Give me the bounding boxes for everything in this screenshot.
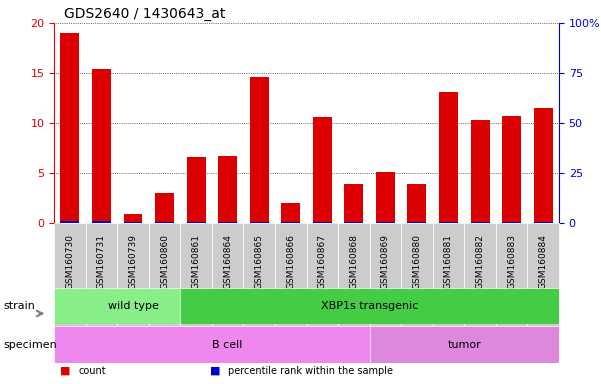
Bar [250, 77, 269, 223]
FancyBboxPatch shape [465, 223, 496, 361]
Bar [502, 222, 521, 223]
Text: B cell: B cell [212, 339, 243, 350]
Bar [180, 288, 559, 324]
Bar [54, 326, 401, 363]
Bar [60, 33, 79, 223]
Text: XBP1s transgenic: XBP1s transgenic [321, 301, 418, 311]
FancyBboxPatch shape [54, 223, 85, 361]
Text: ■: ■ [60, 366, 70, 376]
Text: GSM160864: GSM160864 [223, 234, 232, 289]
Bar [313, 117, 332, 223]
Bar [344, 184, 363, 223]
FancyBboxPatch shape [212, 223, 243, 361]
Text: GSM160882: GSM160882 [475, 234, 484, 289]
Text: GSM160730: GSM160730 [66, 234, 75, 289]
FancyBboxPatch shape [528, 223, 559, 361]
Text: GSM160883: GSM160883 [507, 234, 516, 289]
Text: GSM160869: GSM160869 [381, 234, 390, 289]
Text: GSM160881: GSM160881 [444, 234, 453, 289]
Text: GSM160868: GSM160868 [349, 234, 358, 289]
Bar [439, 92, 458, 223]
Text: tumor: tumor [447, 339, 481, 350]
Text: strain: strain [3, 301, 35, 311]
Bar [92, 221, 111, 223]
Bar [407, 184, 427, 223]
Bar [471, 222, 489, 223]
Bar [218, 222, 237, 223]
Text: GSM160860: GSM160860 [160, 234, 169, 289]
Bar [534, 222, 553, 223]
Text: GSM160867: GSM160867 [318, 234, 327, 289]
Text: GSM160880: GSM160880 [412, 234, 421, 289]
Text: GSM160884: GSM160884 [538, 234, 548, 289]
Bar [54, 288, 212, 324]
Text: specimen: specimen [3, 339, 56, 350]
Text: ■: ■ [210, 366, 221, 376]
Text: wild type: wild type [108, 301, 159, 311]
Bar [218, 156, 237, 223]
FancyBboxPatch shape [338, 223, 370, 361]
FancyBboxPatch shape [307, 223, 338, 361]
Bar [471, 120, 489, 223]
Bar [186, 157, 206, 223]
Bar [313, 222, 332, 223]
FancyBboxPatch shape [117, 223, 149, 361]
Text: percentile rank within the sample: percentile rank within the sample [228, 366, 394, 376]
Text: GSM160861: GSM160861 [192, 234, 201, 289]
Text: GSM160739: GSM160739 [129, 234, 138, 289]
FancyBboxPatch shape [275, 223, 307, 361]
Text: GSM160866: GSM160866 [286, 234, 295, 289]
Text: GSM160865: GSM160865 [255, 234, 264, 289]
Text: GSM160731: GSM160731 [97, 234, 106, 289]
FancyBboxPatch shape [401, 223, 433, 361]
Bar [124, 214, 142, 223]
Text: count: count [78, 366, 106, 376]
FancyBboxPatch shape [496, 223, 528, 361]
Bar [534, 108, 553, 223]
Bar [186, 222, 206, 223]
Bar [376, 172, 395, 223]
Bar [155, 193, 174, 223]
Bar [250, 222, 269, 223]
Bar [92, 69, 111, 223]
FancyBboxPatch shape [433, 223, 465, 361]
Bar [502, 116, 521, 223]
Bar [60, 221, 79, 223]
FancyBboxPatch shape [85, 223, 117, 361]
Bar [439, 222, 458, 223]
Bar [155, 222, 174, 223]
Text: GDS2640 / 1430643_at: GDS2640 / 1430643_at [64, 7, 225, 21]
FancyBboxPatch shape [149, 223, 180, 361]
Bar [370, 326, 559, 363]
Bar [281, 203, 300, 223]
FancyBboxPatch shape [370, 223, 401, 361]
FancyBboxPatch shape [180, 223, 212, 361]
FancyBboxPatch shape [243, 223, 275, 361]
